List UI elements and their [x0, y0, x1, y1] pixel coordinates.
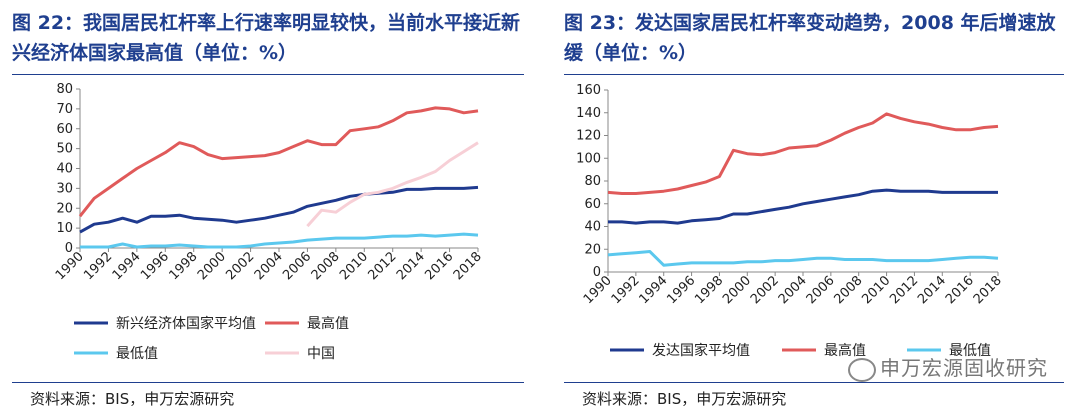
x-tick-label: 2010	[859, 273, 893, 307]
source-divider	[12, 382, 524, 383]
x-tick-label: 1992	[609, 273, 643, 307]
series-line	[78, 106, 479, 218]
source-divider	[564, 382, 1064, 383]
x-tick-label: 1996	[138, 249, 172, 283]
x-tick-label: 2000	[720, 273, 754, 307]
source-note: 资料来源：BIS，申万宏源研究	[30, 390, 235, 408]
x-tick-label: 1994	[110, 249, 144, 283]
chart-figure-23: 0 20 40 60 80 100 120 140 160 1990199219941996199…	[576, 83, 1005, 359]
x-tick-label: 2004	[252, 249, 286, 283]
y-tick-label: 120	[576, 129, 601, 144]
x-tick-label: 2000	[195, 249, 229, 283]
x-tick-label: 2002	[748, 273, 782, 307]
title-divider	[564, 74, 1064, 75]
series-line	[80, 232, 479, 249]
x-tick-label: 1998	[692, 273, 726, 307]
x-tick-label: 2010	[337, 249, 371, 283]
source-note: 资料来源：BIS，申万宏源研究	[582, 390, 787, 408]
x-tick-label: 2008	[309, 249, 343, 283]
x-tick-label: 1992	[81, 249, 115, 283]
x-tick-label: 1990	[581, 273, 615, 307]
y-tick-label: 100	[576, 151, 601, 166]
y-tick-label: 160	[576, 83, 601, 98]
series-line	[79, 185, 479, 234]
x-tick-label: 2016	[422, 249, 456, 283]
legend-label: 发达国家平均值	[652, 342, 750, 359]
x-tick-label: 2016	[943, 273, 977, 307]
x-tick-label: 2014	[915, 273, 949, 307]
series-line	[608, 188, 998, 225]
x-tick-label: 2018	[971, 273, 1005, 307]
y-tick-label: 60	[56, 122, 73, 137]
y-tick-label: 0	[65, 241, 73, 256]
y-tick-label: 80	[584, 174, 601, 189]
y-tick-label: 10	[56, 221, 73, 236]
wechat-icon	[848, 357, 876, 382]
x-tick-label: 2002	[223, 249, 257, 283]
series-line	[306, 141, 479, 228]
y-tick-label: 30	[56, 181, 73, 196]
x-tick-label: 2014	[394, 249, 428, 283]
x-tick-label: 1998	[167, 249, 201, 283]
legend-label: 最低值	[116, 346, 158, 362]
legend-label: 最低值	[949, 343, 991, 359]
y-tick-label: 140	[576, 106, 601, 121]
y-tick-label: 50	[56, 142, 73, 157]
x-tick-label: 2012	[366, 249, 400, 283]
figure-title: 图 22：我国居民杠杆率上行速率明显较快，当前水平接近新兴经济体国家最高值（单位…	[12, 12, 521, 64]
watermark-text: 申万宏源固收研究	[880, 356, 1048, 380]
series-line	[607, 112, 999, 195]
legend-label: 最高值	[824, 342, 866, 359]
watermark: 申万宏源固收研究	[848, 352, 1048, 382]
x-tick-label: 1996	[664, 273, 698, 307]
x-tick-label: 2006	[804, 273, 838, 307]
x-tick-label: 2004	[776, 273, 810, 307]
y-tick-label: 0	[593, 265, 601, 280]
legend-label: 新兴经济体国家平均值	[116, 315, 256, 332]
series-line	[607, 250, 999, 267]
y-tick-label: 20	[56, 201, 73, 216]
x-tick-label: 2018	[451, 249, 485, 283]
y-tick-label: 40	[56, 162, 73, 177]
x-tick-label: 2012	[887, 273, 921, 307]
legend-label: 中国	[307, 346, 335, 362]
x-tick-label: 2008	[832, 273, 866, 307]
y-tick-label: 70	[56, 102, 73, 117]
y-tick-label: 40	[584, 220, 601, 235]
y-tick-label: 60	[584, 197, 601, 212]
y-tick-label: 20	[584, 242, 601, 257]
legend-label: 最高值	[307, 315, 349, 332]
x-tick-label: 2006	[280, 249, 314, 283]
figure-title: 图 23：发达国家居民杠杆率变动趋势，2008 年后增速放缓（单位：%）	[564, 12, 1056, 64]
chart-figure-22: 0102030405060708019901992199419961998200…	[53, 82, 485, 362]
title-divider	[12, 74, 524, 75]
x-tick-label: 1990	[53, 249, 87, 283]
y-tick-label: 80	[56, 82, 73, 97]
x-tick-label: 1994	[637, 273, 671, 307]
figure-22-panel: 图 22：我国居民杠杆率上行速率明显较快，当前水平接近新兴经济体国家最高值（单位…	[12, 12, 524, 408]
figure-23-panel: 图 23：发达国家居民杠杆率变动趋势，2008 年后增速放缓（单位：%） 0 20…	[552, 0, 1080, 416]
